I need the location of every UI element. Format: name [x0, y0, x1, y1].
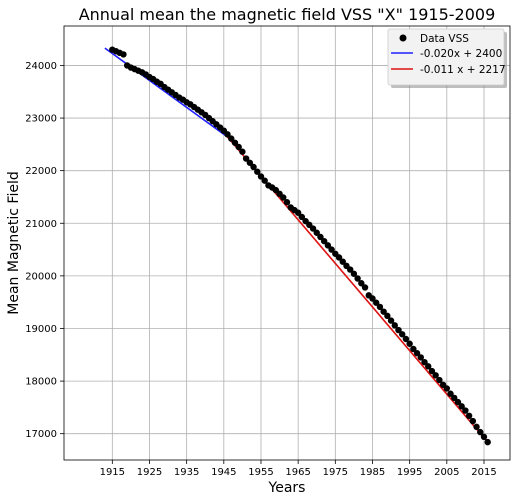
legend-label-red-fit: -0.011 x + 2217	[420, 64, 506, 76]
plot-area	[63, 25, 511, 461]
x-tick-label: 2005	[434, 467, 459, 478]
y-tick-label: 19000	[25, 324, 57, 335]
legend-label-data: Data VSS	[420, 33, 469, 45]
data-point	[458, 403, 465, 410]
data-point	[324, 242, 332, 249]
data-point	[395, 326, 402, 334]
x-tick-label: 1965	[285, 467, 310, 478]
data-point	[425, 363, 432, 370]
data-point	[254, 168, 261, 175]
data-point	[346, 266, 354, 273]
data-point	[484, 438, 491, 446]
y-tick-label: 20000	[25, 271, 57, 282]
data-point	[373, 299, 380, 306]
y-tick-label: 18000	[25, 377, 57, 388]
data-point	[399, 331, 406, 338]
data-point	[436, 376, 443, 384]
data-point	[231, 139, 239, 146]
y-tick-label: 22000	[25, 166, 57, 177]
data-point	[469, 417, 477, 425]
x-tick-label: 1975	[323, 467, 348, 478]
x-tick-label: 1955	[248, 467, 273, 478]
data-point	[235, 143, 242, 151]
data-point	[358, 280, 365, 287]
data-point	[298, 213, 306, 221]
data-point	[465, 412, 473, 420]
data-point	[454, 398, 462, 406]
x-tick-label: 1985	[360, 467, 385, 478]
data-point	[339, 258, 346, 265]
data-point	[328, 246, 335, 253]
y-tick-label: 24000	[25, 61, 57, 72]
data-point	[462, 407, 469, 414]
y-tick-label: 23000	[25, 114, 57, 125]
data-point	[257, 173, 265, 180]
data-point	[261, 177, 268, 184]
data-point	[317, 233, 324, 241]
y-tick-label: 21000	[25, 219, 57, 230]
data-point	[477, 428, 484, 436]
data-point	[242, 155, 250, 162]
data-point	[421, 358, 428, 366]
data-point	[473, 423, 480, 431]
data-point	[413, 350, 421, 357]
data-point	[294, 209, 302, 216]
x-tick-label: 1915	[100, 467, 125, 478]
data-point	[376, 303, 384, 311]
data-point	[369, 295, 376, 302]
data-point	[406, 340, 413, 347]
x-tick-label: 1945	[211, 467, 236, 478]
data-point	[432, 372, 439, 379]
data-point	[384, 312, 391, 320]
data-point	[335, 254, 343, 261]
data-point	[224, 131, 231, 138]
data-point	[280, 194, 287, 201]
data-point	[391, 322, 398, 329]
legend: Data VSS -0.020x + 2400 -0.011 x + 2217	[387, 28, 507, 88]
legend-marker-data	[399, 34, 407, 42]
data-point	[387, 317, 395, 324]
y-ticks: 17000 18000 19000 20000 21000 22000 23000 24000	[25, 61, 64, 440]
y-tick-label: 17000	[25, 429, 57, 440]
data-point	[443, 385, 451, 392]
data-point	[480, 433, 488, 441]
x-ticks: 1915 1925 1935 1945 1955 1965 1975 1985 1995 2005…	[100, 460, 497, 478]
data-point	[320, 237, 328, 245]
data-point	[283, 199, 291, 206]
data-point	[410, 345, 417, 353]
data-point	[451, 394, 458, 402]
x-tick-label: 2015	[471, 467, 496, 478]
data-point	[428, 367, 436, 375]
data-point	[417, 354, 424, 361]
data-point	[313, 229, 320, 236]
data-point	[309, 225, 317, 232]
x-tick-label: 1935	[174, 467, 199, 478]
y-axis-label: Mean Magnetic Field	[6, 171, 22, 314]
x-axis-label: Years	[268, 480, 306, 496]
data-point	[354, 275, 361, 282]
data-point	[361, 284, 369, 291]
data-point	[402, 335, 410, 343]
data-point	[120, 51, 127, 58]
legend-box	[387, 28, 505, 86]
data-point	[350, 270, 358, 277]
data-point	[447, 390, 454, 397]
data-point	[228, 135, 235, 142]
data-point	[380, 308, 387, 315]
x-tick-label: 1925	[137, 467, 162, 478]
data-point	[239, 148, 246, 155]
data-points	[109, 46, 491, 446]
data-point	[246, 159, 254, 166]
legend-label-blue-fit: -0.020x + 2400	[420, 48, 502, 60]
chart-title: Annual mean the magnetic field VSS "X" 1…	[79, 5, 496, 24]
x-tick-label: 1995	[397, 467, 422, 478]
data-point	[250, 163, 257, 171]
